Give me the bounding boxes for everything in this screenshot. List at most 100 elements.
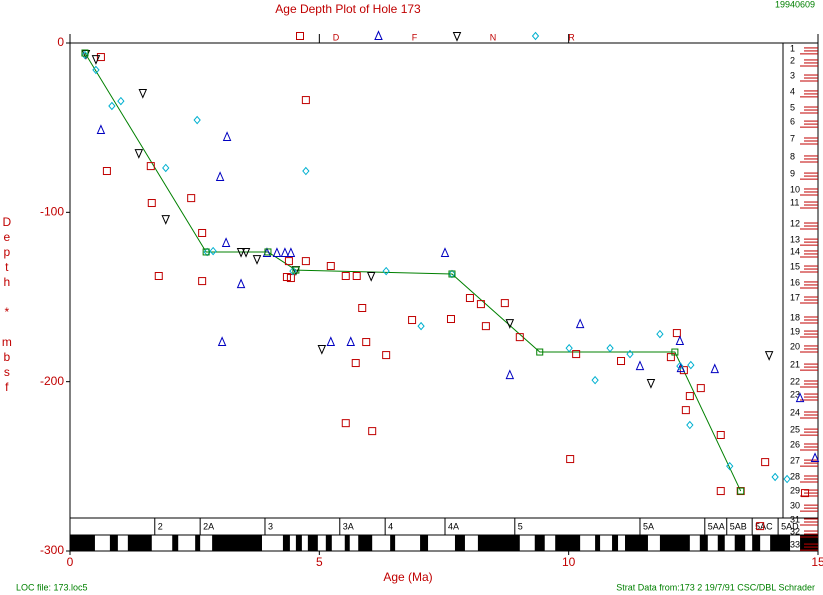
marker-square [146,162,155,171]
marker-diamond [591,375,599,385]
core-label: 17 [790,292,800,302]
age-model-point [671,348,679,356]
core-label: 21 [790,359,800,369]
marker-square [716,431,725,440]
marker-diamond [686,420,694,430]
core-label: 1 [790,43,795,53]
marker-diamond [92,65,100,75]
marker-triangle-down [138,88,148,99]
chron-label: 5 [518,521,523,531]
marker-square [284,257,293,266]
polarity-normal [420,535,429,551]
marker-diamond [162,163,170,173]
marker-square [476,300,485,309]
chron-label: 3 [268,521,273,531]
age-model-point [737,487,745,495]
polarity-normal [358,535,373,551]
marker-diamond [382,266,390,276]
polarity-normal [307,535,318,551]
core-label: 26 [790,439,800,449]
polarity-normal [127,535,152,551]
age-model-point [536,348,544,356]
core-label: 30 [790,501,800,511]
polarity-normal [295,535,302,551]
polarity-normal [770,535,791,551]
x-tick-label: 10 [562,555,576,569]
marker-square [446,315,455,324]
age-model-line [84,52,742,492]
marker-triangle-down [764,351,774,361]
marker-diamond [565,343,573,353]
chron-label: 5AA [708,521,725,531]
marker-square [286,274,295,283]
core-label: 27 [790,455,800,465]
marker-triangle-up [440,247,450,257]
marker-triangle-down [134,149,144,159]
core-label: 31 [790,514,800,524]
marker-diamond [289,266,297,276]
marker-square [358,304,367,313]
polarity-normal [454,535,465,551]
marker-square [666,353,675,362]
marker-diamond [117,96,125,106]
marker-triangle-down [505,319,515,329]
marker-square [566,455,575,464]
polarity-normal [390,535,396,551]
marker-square [617,357,626,366]
marker-square [761,458,770,467]
polarity-normal [555,535,581,551]
marker-triangle-down [241,247,251,258]
y-tick-label: -300 [40,543,64,557]
legend-label: R [568,32,575,42]
polarity-normal [195,535,201,551]
y-tick-label: -100 [40,205,64,219]
chart-title: Age Depth Plot of Hole 173 [275,2,421,16]
core-label: 8 [790,151,795,161]
core-label: 3 [790,70,795,80]
marker-diamond [209,246,217,256]
marker-triangle-up [96,124,106,135]
marker-diamond [726,461,734,471]
age-model-point [81,49,89,57]
polarity-normal [625,535,648,551]
core-label: 25 [790,424,800,434]
chron-label: 2 [158,521,163,531]
plot-frame [69,42,819,552]
core-label: 12 [790,218,800,228]
marker-triangle-up [236,278,246,289]
marker-diamond [656,329,664,339]
polarity-normal [282,535,290,551]
marker-square [154,272,163,281]
core-label: 2 [790,55,795,65]
marker-square [716,487,725,496]
marker-triangle-down [366,272,376,282]
core-label: 32 [790,526,800,536]
marker-square [96,53,105,62]
chron-label: 5AC [755,521,773,531]
marker-square [465,294,474,303]
marker-square [500,299,509,308]
marker-square [572,350,581,359]
marker-square [351,359,360,368]
marker-diamond [687,360,695,370]
footer-left: LOC file: 173.loc5 [16,582,88,592]
x-tick-label: 0 [67,555,74,569]
chron-label: 4A [448,521,459,531]
chron-label: 5AD [781,521,799,531]
core-label: 19 [790,326,800,336]
polarity-normal [659,535,690,551]
marker-square [685,392,694,401]
marker-square [352,272,361,281]
marker-square [362,338,371,347]
marker-diamond [531,31,540,41]
marker-square [382,351,391,360]
date: 19940609 [775,0,815,9]
marker-diamond [676,361,684,371]
polarity-normal [595,535,601,551]
polarity-normal [325,535,332,551]
marker-triangle-up [346,336,356,347]
marker-triangle-down [236,247,246,258]
core-label: 13 [790,234,800,244]
marker-square [341,419,350,428]
marker-triangle-up [795,392,805,403]
